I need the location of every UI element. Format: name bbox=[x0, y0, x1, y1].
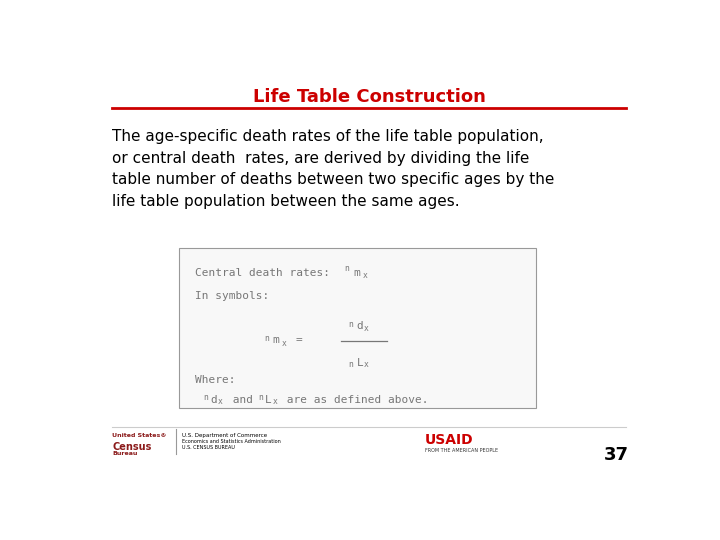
Text: d: d bbox=[356, 321, 364, 331]
FancyBboxPatch shape bbox=[179, 248, 536, 408]
Text: and: and bbox=[225, 395, 259, 406]
Text: x: x bbox=[272, 397, 277, 407]
Text: The age-specific death rates of the life table population,
or central death  rat: The age-specific death rates of the life… bbox=[112, 129, 554, 209]
Text: d: d bbox=[210, 395, 217, 406]
Text: x: x bbox=[364, 324, 369, 333]
Text: Life Table Construction: Life Table Construction bbox=[253, 87, 485, 106]
Text: n: n bbox=[344, 265, 349, 273]
Text: n: n bbox=[203, 393, 208, 402]
Text: United States®: United States® bbox=[112, 433, 167, 438]
Text: 37: 37 bbox=[603, 446, 629, 464]
Text: Bureau: Bureau bbox=[112, 451, 138, 456]
Text: Census: Census bbox=[112, 442, 152, 452]
Text: L: L bbox=[265, 395, 272, 406]
Text: x: x bbox=[364, 360, 369, 369]
Text: m: m bbox=[354, 268, 360, 278]
Text: n: n bbox=[348, 320, 354, 329]
Text: =: = bbox=[295, 335, 302, 346]
Text: x: x bbox=[282, 339, 287, 348]
Text: n: n bbox=[348, 360, 354, 369]
Text: Economics and Statistics Administration: Economics and Statistics Administration bbox=[182, 439, 281, 444]
Text: FROM THE AMERICAN PEOPLE: FROM THE AMERICAN PEOPLE bbox=[425, 448, 498, 453]
Text: m: m bbox=[272, 335, 279, 346]
Text: n: n bbox=[258, 393, 263, 402]
Text: USAID: USAID bbox=[425, 433, 474, 447]
Text: n: n bbox=[265, 334, 269, 343]
Text: x: x bbox=[362, 271, 367, 280]
Text: x: x bbox=[217, 397, 222, 407]
Text: In symbols:: In symbols: bbox=[195, 292, 269, 301]
Text: L: L bbox=[356, 358, 364, 368]
Text: Where:: Where: bbox=[195, 375, 235, 384]
Text: Central death rates:: Central death rates: bbox=[195, 268, 350, 278]
Text: U.S. CENSUS BUREAU: U.S. CENSUS BUREAU bbox=[182, 445, 235, 450]
Text: are as defined above.: are as defined above. bbox=[280, 395, 429, 406]
Text: U.S. Department of Commerce: U.S. Department of Commerce bbox=[182, 433, 267, 438]
